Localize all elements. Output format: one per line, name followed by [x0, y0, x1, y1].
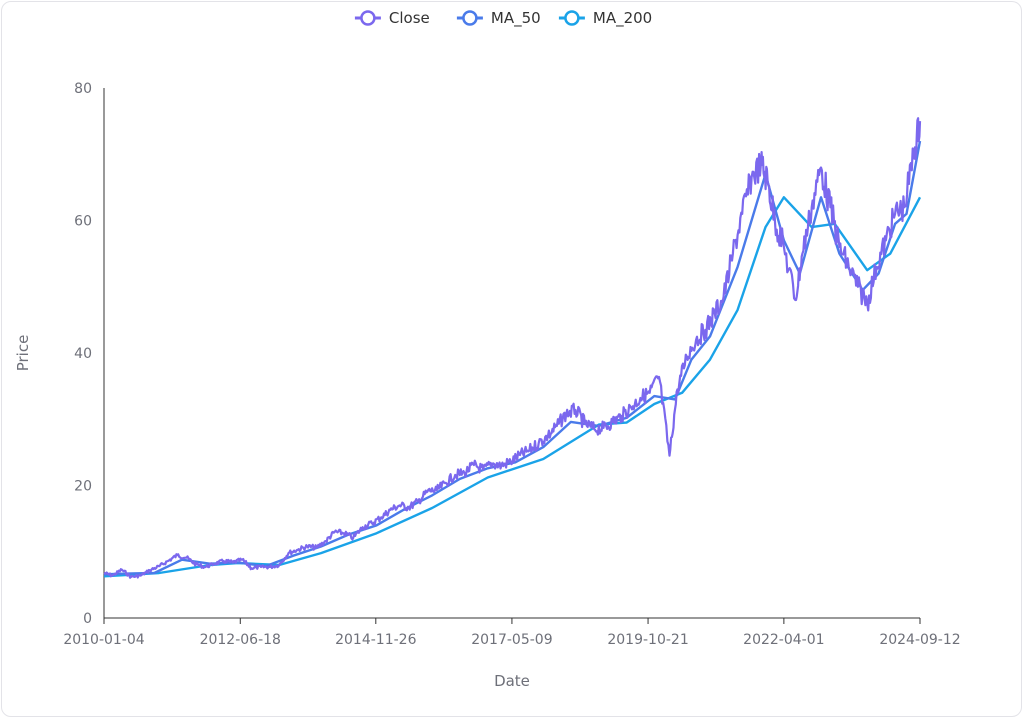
series-lines [103, 117, 922, 579]
legend-label: MA_50 [491, 9, 541, 28]
y-tick-label: 20 [74, 479, 92, 495]
legend-item-close[interactable]: Close [354, 9, 430, 27]
legend-label: MA_200 [593, 9, 652, 28]
legend-item-ma-50[interactable]: MA_50 [456, 9, 541, 28]
x-tick-label: 2019-10-21 [607, 632, 688, 648]
x-axis-title: Date [494, 672, 530, 690]
legend-marker-icon [462, 10, 478, 26]
x-axis: 2010-01-04 2012-06-18 2014-11-26 2017-05-09… [63, 617, 961, 648]
x-tick-label: 2024-09-12 [879, 632, 960, 648]
y-tick-label: 80 [74, 81, 92, 97]
legend-marker-icon [564, 10, 580, 26]
x-tick-label: 2012-06-18 [200, 632, 281, 648]
x-tick-label: 2022-04-01 [743, 632, 824, 648]
x-tick-label: 2014-11-26 [335, 632, 416, 648]
y-tick-label: 60 [74, 214, 92, 230]
y-tick-label: 0 [83, 611, 92, 627]
x-tick-label: 2010-01-04 [63, 632, 144, 648]
series-line-ma-200 [103, 196, 922, 578]
series-line-close [103, 117, 922, 579]
legend-item-ma-200[interactable]: MA_200 [558, 9, 652, 28]
legend-label: Close [389, 9, 430, 27]
y-axis: 0 20 40 60 80 [74, 81, 105, 627]
legend-marker-icon [360, 10, 376, 26]
series-line-ma-50 [103, 140, 922, 576]
y-axis-title: Price [14, 335, 32, 372]
legend[interactable]: Close MA_50 MA_200 [354, 9, 652, 28]
y-tick-label: 40 [74, 346, 92, 362]
x-tick-label: 2017-05-09 [471, 632, 552, 648]
